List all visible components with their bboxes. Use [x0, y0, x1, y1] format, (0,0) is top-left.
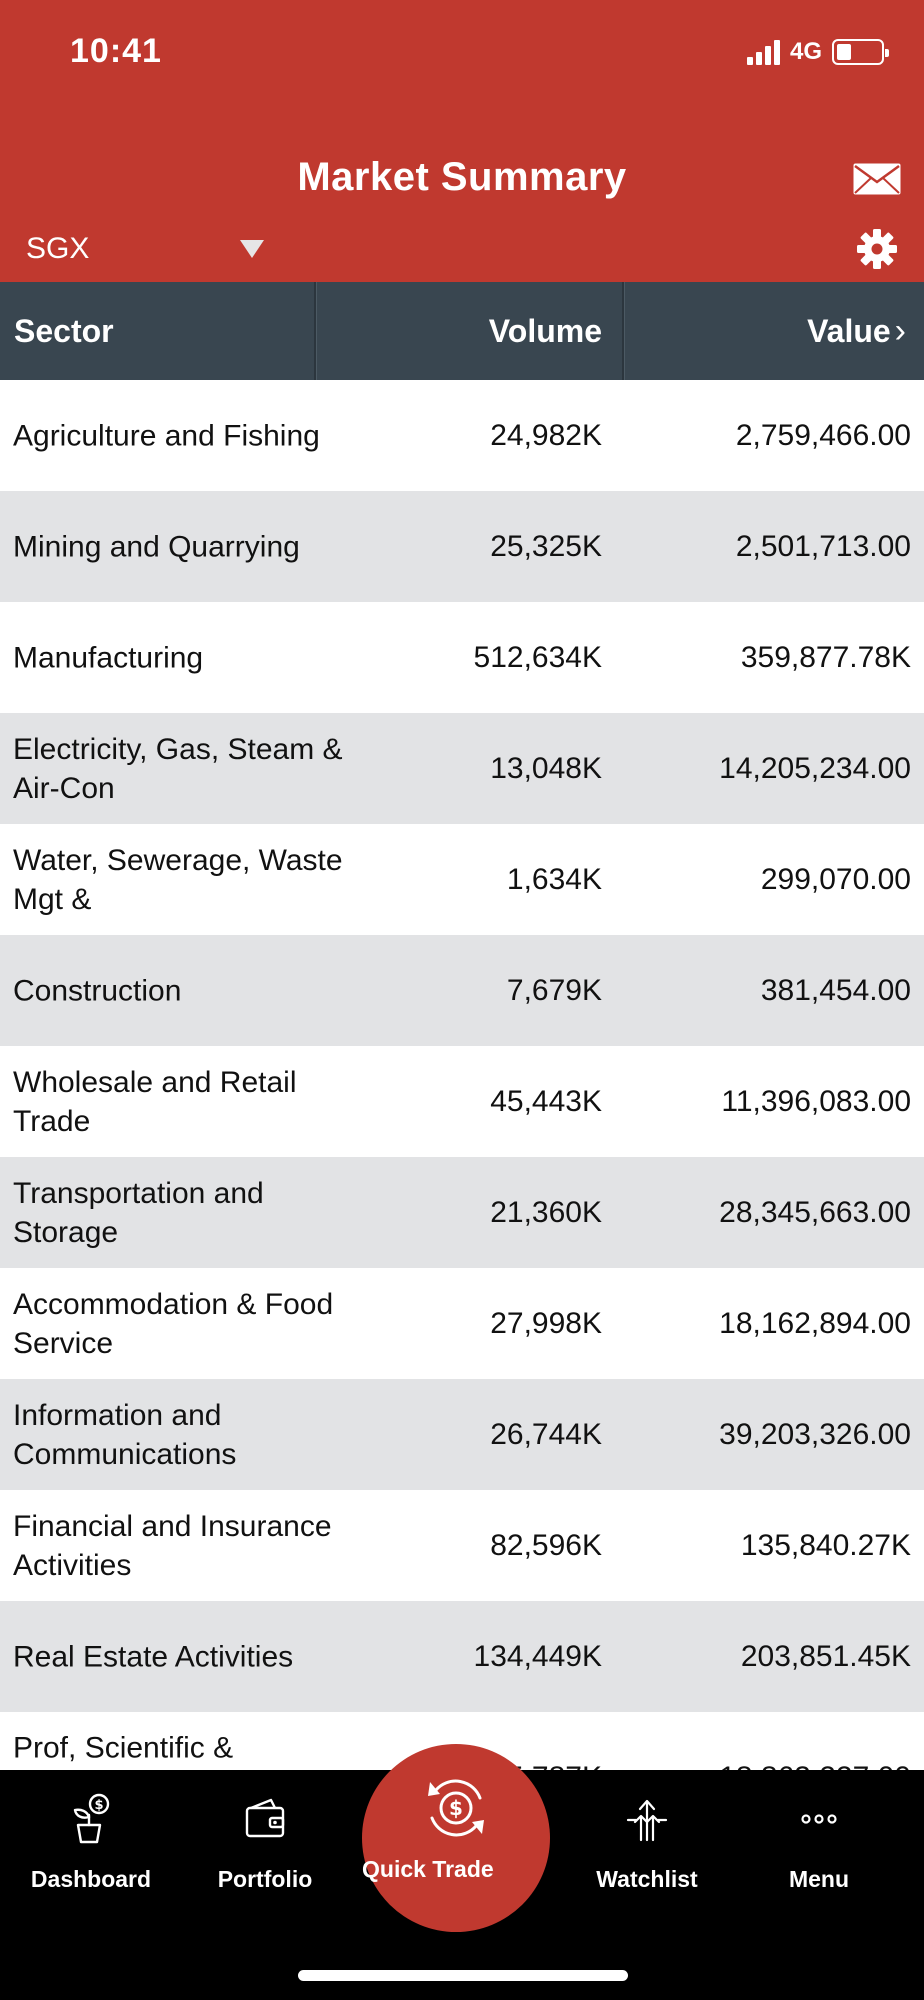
gear-icon[interactable] [856, 228, 898, 270]
sector-value: 299,070.00 [760, 862, 911, 896]
column-divider [622, 282, 624, 380]
table-row[interactable]: Transportation and Storage 21,360K 28,34… [0, 1157, 924, 1268]
column-header-value[interactable]: Value › [807, 282, 906, 380]
plant-money-icon: $ [73, 1793, 110, 1844]
sector-value: 11,396,083.00 [721, 1084, 911, 1118]
sector-volume: 512,634K [473, 640, 602, 674]
tab-label: Quick Trade [362, 1856, 494, 1882]
wallet-icon [245, 1798, 285, 1838]
table-row[interactable]: Accommodation & Food Service 27,998K 18,… [0, 1268, 924, 1379]
sector-volume: 13,048K [490, 751, 602, 785]
tab-watchlist[interactable]: Watchlist [562, 1770, 732, 1920]
sector-name: Water, Sewerage, Waste Mgt & [13, 843, 343, 916]
sector-volume: 26,744K [490, 1417, 602, 1451]
sector-value: 39,203,326.00 [719, 1417, 911, 1451]
trade-cycle-icon: $ [428, 1779, 484, 1837]
sector-name: Accommodation & Food Service [13, 1287, 334, 1360]
table-row[interactable]: Manufacturing 512,634K 359,877.78K [0, 602, 924, 713]
table-row[interactable]: Information and Communications 26,744K 3… [0, 1379, 924, 1490]
quick-trade-button[interactable]: $ Quick Trade [362, 1744, 550, 1932]
sector-volume: 134,449K [473, 1639, 602, 1673]
sector-name: Construction [13, 974, 182, 1007]
watchlist-arrows-icon [626, 1799, 668, 1842]
table-row[interactable]: Mining and Quarrying 25,325K 2,501,713.0… [0, 491, 924, 602]
tab-label: Portfolio [217, 1866, 313, 1892]
table-row[interactable]: Financial and Insurance Activities 82,59… [0, 1490, 924, 1601]
tab-label: Menu [788, 1866, 850, 1892]
sector-name: Prof, Scientific & [13, 1731, 234, 1765]
sector-name: Manufacturing [13, 641, 204, 674]
sector-volume: 27,998K [490, 1306, 602, 1340]
column-header-value-label: Value [807, 312, 891, 349]
column-header-sector[interactable]: Sector [14, 312, 114, 349]
bottom-tab-bar: $ Dashboard Portfolio $ Quick Trade [0, 1744, 924, 2000]
table-row[interactable]: Real Estate Activities 134,449K 203,851.… [0, 1601, 924, 1712]
signal-icon [746, 39, 780, 65]
home-indicator[interactable] [298, 1970, 628, 1981]
table-row[interactable]: Wholesale and Retail Trade 45,443K 11,39… [0, 1046, 924, 1157]
sector-name: Mining and Quarrying [13, 530, 300, 563]
tab-label: Dashboard [30, 1866, 152, 1892]
sector-volume: 45,443K [490, 1084, 602, 1118]
table-header: Sector Volume Value › [0, 282, 924, 380]
chevron-right-icon[interactable]: › [894, 311, 906, 350]
sector-name: Wholesale and Retail Trade [13, 1065, 297, 1138]
table-row[interactable]: Water, Sewerage, Waste Mgt & 1,634K 299,… [0, 824, 924, 935]
sector-name: Electricity, Gas, Steam & Air-Con [13, 732, 343, 805]
sector-value: 18,162,894.00 [719, 1306, 911, 1340]
tab-menu[interactable]: Menu [734, 1770, 904, 1920]
exchange-selector[interactable]: SGX [26, 232, 90, 265]
sector-volume: 21,360K [490, 1195, 602, 1229]
table-row[interactable]: Agriculture and Fishing 24,982K 2,759,46… [0, 380, 924, 491]
sector-name: Transportation and Storage [13, 1176, 264, 1249]
sector-name: Information and Communications [13, 1398, 237, 1471]
column-header-volume[interactable]: Volume [488, 312, 602, 349]
sector-table[interactable]: Agriculture and Fishing 24,982K 2,759,46… [0, 380, 924, 1770]
network-type: 4G [789, 38, 822, 65]
battery-icon [832, 39, 889, 65]
tab-label: Watchlist [596, 1866, 698, 1892]
sector-value: 2,501,713.00 [735, 529, 911, 563]
sector-value: 203,851.45K [740, 1639, 911, 1673]
sector-name: Real Estate Activities [13, 1640, 294, 1673]
sector-value: 28,345,663.00 [719, 1195, 911, 1229]
sector-name: Agriculture and Fishing [13, 419, 320, 452]
status-indicators: 4G [746, 38, 889, 66]
sector-value: 359,877.78K [740, 640, 911, 674]
sector-volume: 25,325K [490, 529, 602, 563]
tab-dashboard[interactable]: $ Dashboard [6, 1770, 176, 1920]
sector-value: 14,205,234.00 [719, 751, 911, 785]
column-divider [314, 282, 316, 380]
more-dots-icon [801, 1814, 837, 1824]
sector-volume: 7,679K [506, 973, 602, 1007]
sector-value: 18,863,227.00 [719, 1761, 911, 1770]
svg-text:$: $ [94, 1798, 103, 1813]
caret-down-icon[interactable] [240, 240, 264, 258]
sector-volume: 5,787K [507, 1761, 602, 1770]
sector-value: 381,454.00 [760, 973, 911, 1007]
sector-value: 2,759,466.00 [735, 418, 911, 452]
status-time: 10:41 [70, 32, 162, 70]
page-title: Market Summary [297, 155, 627, 199]
table-row[interactable]: Prof, Scientific & 5,787K 18,863,227.00 [0, 1712, 924, 1771]
sector-value: 135,840.27K [740, 1528, 911, 1562]
sector-volume: 24,982K [490, 418, 602, 452]
app-header: 10:41 4G Market Summary SGX [0, 0, 924, 282]
tab-portfolio[interactable]: Portfolio [180, 1770, 350, 1920]
sector-volume: 1,634K [506, 862, 602, 896]
svg-text:$: $ [449, 1796, 463, 1820]
mail-icon[interactable] [852, 162, 902, 196]
sector-volume: 82,596K [490, 1528, 602, 1562]
table-row[interactable]: Construction 7,679K 381,454.00 [0, 935, 924, 1046]
table-row[interactable]: Electricity, Gas, Steam & Air-Con 13,048… [0, 713, 924, 824]
sector-name: Financial and Insurance Activities [13, 1509, 332, 1582]
